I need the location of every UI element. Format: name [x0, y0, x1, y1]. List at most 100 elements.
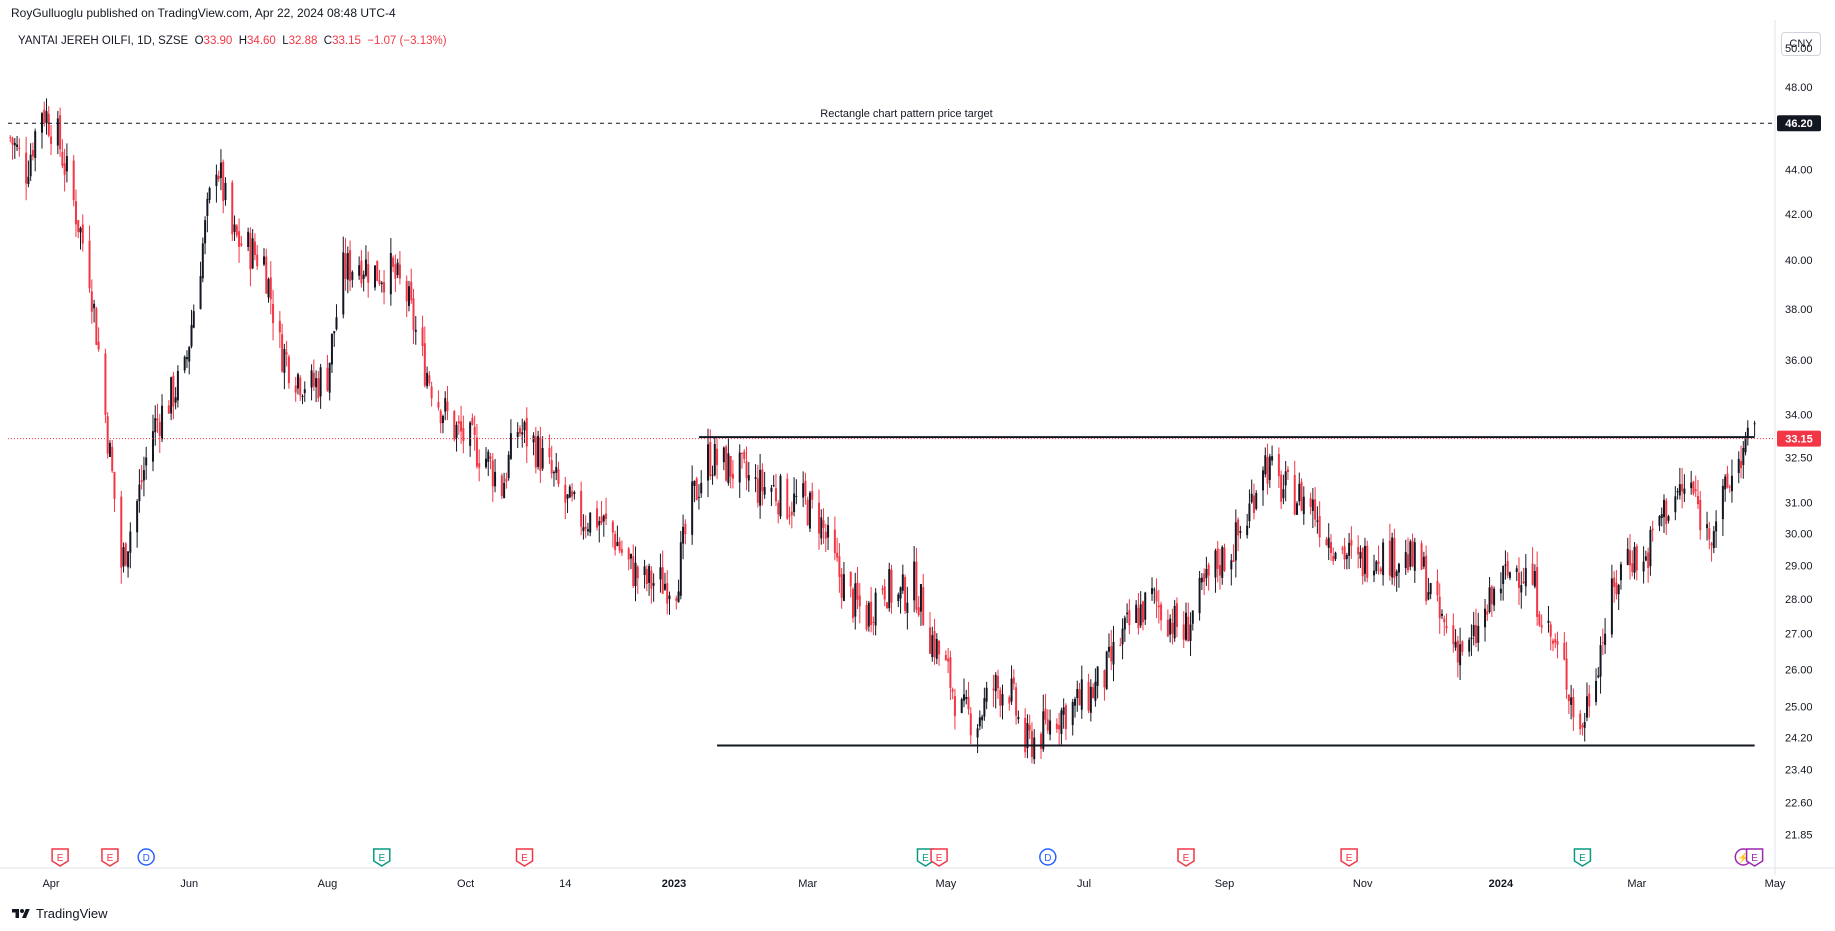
candle-body: [1474, 624, 1477, 644]
candle-body: [693, 480, 696, 486]
candle-body: [573, 492, 576, 495]
candle-body: [1030, 731, 1033, 757]
candle-body: [596, 508, 598, 528]
y-tick-label: 22.60: [1785, 798, 1813, 810]
candle-body: [421, 327, 424, 346]
candle-body: [333, 331, 336, 334]
candle-body: [1549, 624, 1552, 637]
candle-body: [740, 452, 743, 454]
candle-body: [1089, 686, 1092, 713]
low-label: L: [282, 35, 289, 47]
candle-body: [1092, 687, 1095, 699]
candle-body: [283, 349, 286, 373]
candle-body: [172, 375, 175, 407]
candle-body: [1361, 548, 1364, 577]
candle-body: [206, 198, 209, 216]
candle-body: [904, 577, 907, 611]
candle-body: [1524, 568, 1527, 587]
candle-body: [1151, 588, 1154, 595]
marker-shape: [1039, 848, 1057, 866]
candle-body: [142, 470, 145, 481]
candle-body: [56, 118, 59, 146]
candle-body: [192, 311, 195, 328]
candle-body: [1615, 582, 1618, 595]
candle-body: [707, 444, 710, 481]
candle-body: [1696, 495, 1699, 505]
candle-body: [1137, 607, 1140, 629]
candle-body: [1246, 525, 1249, 536]
candle-body: [1373, 570, 1376, 576]
candle-body: [1110, 646, 1113, 662]
candle-body: [668, 595, 671, 600]
candle-body: [1160, 604, 1163, 621]
candle-body: [285, 352, 288, 355]
y-tick-label: 29.00: [1785, 561, 1813, 573]
candle-body: [867, 602, 870, 627]
candle-body: [1554, 639, 1557, 643]
y-tick-label: 26.00: [1785, 664, 1813, 676]
y-tick-label: 31.00: [1785, 497, 1813, 509]
candle-body: [1218, 564, 1221, 576]
candle-body: [518, 428, 521, 434]
candle-body: [79, 228, 82, 233]
candle-body: [462, 427, 465, 442]
candle-body: [865, 605, 868, 630]
earnings-marker-icon: E: [1177, 848, 1195, 867]
candle-body: [1724, 476, 1727, 490]
marker-letter: E: [57, 853, 64, 864]
candle-body: [725, 446, 728, 481]
candle-body: [1468, 639, 1471, 652]
candle-body: [1012, 677, 1015, 684]
candle-body: [72, 160, 75, 201]
candle-body: [1649, 530, 1652, 567]
marker-letter: D: [143, 853, 150, 864]
candle-body: [1629, 550, 1632, 566]
candle-body: [1681, 483, 1684, 492]
candle-body: [811, 491, 814, 500]
candle-body: [1203, 573, 1206, 582]
candle-body: [824, 531, 827, 539]
candle-body: [881, 588, 884, 590]
candle-body: [938, 640, 941, 655]
candle-body: [1740, 461, 1743, 469]
candle-body: [1665, 500, 1668, 525]
candle-body: [917, 607, 920, 615]
candle-body: [398, 264, 401, 279]
candle-body: [1166, 619, 1169, 637]
candle-body: [806, 499, 809, 525]
candle-body: [1581, 725, 1584, 728]
y-tick-label: 50.00: [1785, 43, 1813, 55]
candle-body: [711, 474, 714, 476]
candle-body: [913, 561, 916, 601]
candle-body: [523, 422, 526, 431]
candle-body: [1185, 612, 1187, 640]
candle-body: [478, 463, 481, 468]
earnings-marker-icon: E: [51, 848, 69, 867]
candle-body: [802, 483, 805, 498]
candle-body: [1064, 705, 1067, 730]
candle-body: [1060, 710, 1063, 734]
candle-body: [1533, 571, 1536, 587]
candle-body: [600, 516, 603, 524]
candle-body: [729, 456, 732, 477]
currency-button[interactable]: CNY: [1781, 32, 1821, 56]
candle-body: [183, 356, 186, 371]
candle-body: [1518, 572, 1521, 588]
candle-body: [489, 456, 492, 459]
earnings-marker-icon: E: [515, 848, 534, 867]
candle-body: [267, 279, 270, 298]
candle-body: [430, 386, 433, 399]
candle-body: [1454, 641, 1457, 648]
candle-body: [1250, 493, 1253, 503]
candle-body: [174, 397, 177, 403]
candle-body: [1155, 590, 1158, 602]
candle-body: [1425, 555, 1428, 602]
candle-body: [1515, 568, 1518, 572]
candle-body: [1366, 545, 1369, 578]
candle-body: [247, 231, 250, 247]
candle-body: [140, 480, 143, 483]
candle-body: [682, 526, 685, 544]
tradingview-footer[interactable]: TradingView: [10, 906, 108, 921]
candle-body: [1044, 708, 1047, 720]
